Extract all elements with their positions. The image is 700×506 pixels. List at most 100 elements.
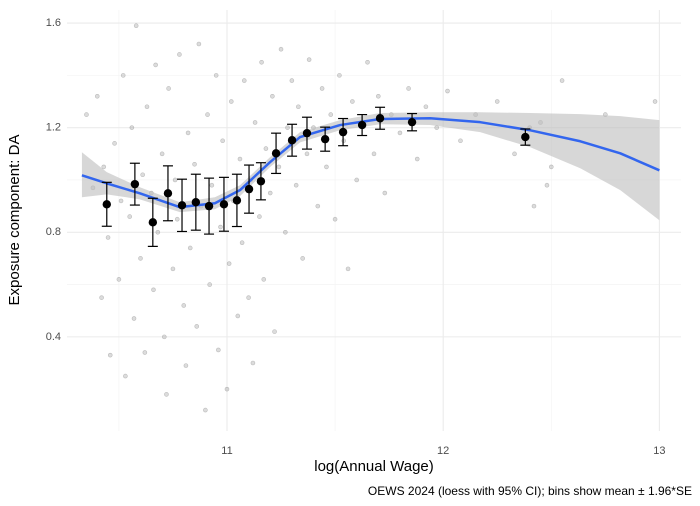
scatter-point [285, 125, 290, 130]
bin-mean [177, 201, 187, 210]
x-tick-label: 11 [221, 445, 232, 457]
scatter-point [203, 407, 208, 413]
bin-mean [148, 218, 158, 227]
scatter-point [261, 277, 267, 282]
scatter-point [434, 125, 439, 130]
scatter-point [300, 256, 305, 261]
bin-mean [287, 136, 297, 145]
bin-mean [204, 201, 214, 211]
scatter-point [205, 112, 210, 117]
scatter-point [263, 146, 269, 151]
scatter-point [237, 156, 243, 162]
bin-mean [320, 134, 330, 144]
scatter-point [194, 324, 200, 329]
scatter-point [267, 190, 273, 196]
y-tick-label: 0.4 [46, 331, 61, 343]
scatter-point [155, 229, 161, 235]
scatter-point [220, 138, 225, 144]
caption: OEWS 2024 (loess with 95% CI); bins show… [368, 484, 692, 498]
scatter-point [512, 151, 517, 157]
scatter-point [229, 99, 234, 104]
scatter-point [177, 52, 182, 57]
y-tick-label: 0.8 [46, 226, 61, 238]
scatter-point [170, 266, 176, 272]
scatter-point [341, 138, 347, 144]
scatter-point [164, 392, 169, 397]
scatter-point [306, 57, 312, 62]
scatter-point [138, 256, 143, 261]
scatter-point [376, 93, 381, 99]
scatter-point [365, 59, 370, 65]
scatter-point [371, 151, 377, 157]
bin-mean [271, 149, 281, 158]
scatter-point [99, 295, 104, 300]
scatter-point [304, 151, 310, 157]
scatter-point [423, 104, 429, 110]
scatter-point [142, 350, 148, 355]
scatter-point [196, 41, 202, 47]
scatter-point [354, 177, 360, 183]
bin-mean [130, 179, 140, 189]
scatter-point [105, 235, 111, 240]
bin-mean [357, 120, 367, 130]
scatter-point [192, 161, 197, 167]
scatter-point [345, 266, 351, 272]
x-axis-label: log(Annual Wage) [314, 458, 434, 475]
scatter-point [127, 214, 132, 219]
scatter-point [241, 78, 247, 83]
scatter-point [131, 316, 137, 321]
scatter-point [151, 287, 156, 293]
scatter-point [172, 177, 178, 183]
scatter-point [84, 112, 89, 117]
scatter-point [213, 73, 219, 78]
scatter-point [315, 203, 321, 209]
bin-mean [338, 127, 348, 137]
scatter-point [531, 203, 537, 209]
scatter-point [445, 88, 450, 94]
bin-mean [407, 117, 417, 127]
scatter-point [120, 73, 126, 78]
scatter-point [548, 164, 554, 170]
scatter-point [257, 214, 262, 219]
scatter-point [544, 182, 550, 188]
scatter-point [144, 104, 150, 110]
scatter-point [270, 93, 275, 99]
scatter-point [118, 198, 124, 204]
scatter-point [382, 190, 388, 196]
scatter-point [218, 224, 223, 230]
bin-mean [375, 114, 385, 123]
scatter-point [101, 164, 107, 170]
scatter-point [116, 277, 122, 282]
scatter-point [350, 99, 355, 104]
scatter-point [161, 334, 167, 340]
scatter-point [224, 386, 230, 392]
scatter-point [94, 93, 100, 99]
scatter-point [494, 99, 500, 104]
scatter-point [278, 46, 284, 52]
scatter-point [187, 245, 193, 251]
confidence-band [81, 112, 660, 221]
scatter-point [140, 172, 145, 178]
scatter-point [246, 295, 251, 300]
loess-line [81, 117, 660, 209]
y-axis-label: Exposure component: DA [6, 135, 23, 306]
bin-mean [256, 177, 266, 186]
bin-mean [219, 200, 229, 209]
scatter-point [328, 112, 334, 117]
scatter-point [159, 151, 165, 157]
scatter-point [272, 329, 277, 334]
scatter-point [216, 347, 221, 353]
scatter-point [181, 303, 187, 308]
scatter-point [397, 130, 403, 136]
scatter-point [293, 182, 299, 188]
scatter-point [652, 99, 658, 104]
scatter-point [559, 78, 565, 83]
scatter-point [174, 216, 180, 222]
y-tick-label: 1.2 [46, 122, 61, 134]
scatter-point [324, 164, 329, 170]
x-tick-label: 12 [437, 445, 449, 457]
bin-mean [244, 184, 254, 194]
scatter-point [289, 78, 295, 83]
scatter-point [276, 164, 282, 170]
scatter-point [406, 86, 411, 91]
